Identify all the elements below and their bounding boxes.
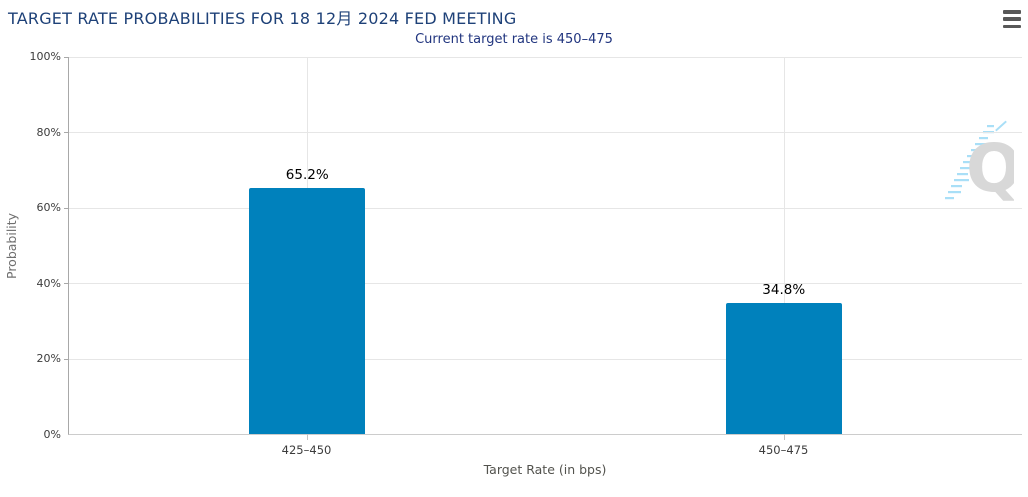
- y-tick-label: 40%: [36, 276, 61, 290]
- plot-area: Q 65.2% 34.8%: [64, 57, 1022, 440]
- x-tick-label: 450–475: [758, 443, 809, 457]
- y-tick-label: 60%: [36, 201, 61, 215]
- x-tick-mark: [783, 434, 785, 440]
- probability-bar[interactable]: [249, 188, 366, 434]
- hamburger-icon[interactable]: [1003, 10, 1021, 28]
- bar-value-label: 34.8%: [762, 281, 806, 298]
- x-tick-mark: [307, 434, 309, 440]
- hamburger-bar: [1003, 10, 1021, 14]
- y-tick-label: 100%: [29, 50, 61, 63]
- probability-bar[interactable]: [725, 302, 842, 434]
- y-gridline: [69, 358, 1022, 360]
- y-tick-mark: [64, 207, 69, 209]
- y-gridline: [69, 283, 1022, 285]
- y-tick-mark: [64, 57, 69, 58]
- y-tick-label: 0%: [43, 428, 61, 441]
- hamburger-bar: [1003, 24, 1021, 28]
- hamburger-bar: [1003, 17, 1021, 21]
- y-tick-mark: [64, 283, 69, 285]
- y-tick-label: 80%: [36, 125, 61, 139]
- x-tick-label: 425–450: [281, 443, 332, 457]
- category-gridline: [783, 57, 785, 434]
- y-tick-mark: [64, 358, 69, 360]
- chart-title: TARGET RATE PROBABILITIES FOR 18 12月 202…: [8, 9, 517, 28]
- chart-subtitle: Current target rate is 450–475: [415, 32, 613, 47]
- y-tick-label: 20%: [36, 352, 61, 366]
- y-tick-mark: [64, 132, 69, 134]
- y-gridline: [69, 207, 1022, 209]
- x-axis-title: Target Rate (in bps): [483, 462, 607, 477]
- y-axis: 0% 20% 40% 60% 80% 100%: [0, 50, 61, 441]
- bar-value-label: 65.2%: [285, 167, 329, 184]
- watermark-letter: Q: [966, 130, 1014, 203]
- y-gridline: [69, 132, 1022, 134]
- y-gridline: [69, 57, 1022, 58]
- x-axis-labels: 425–450 450–475: [68, 443, 1022, 457]
